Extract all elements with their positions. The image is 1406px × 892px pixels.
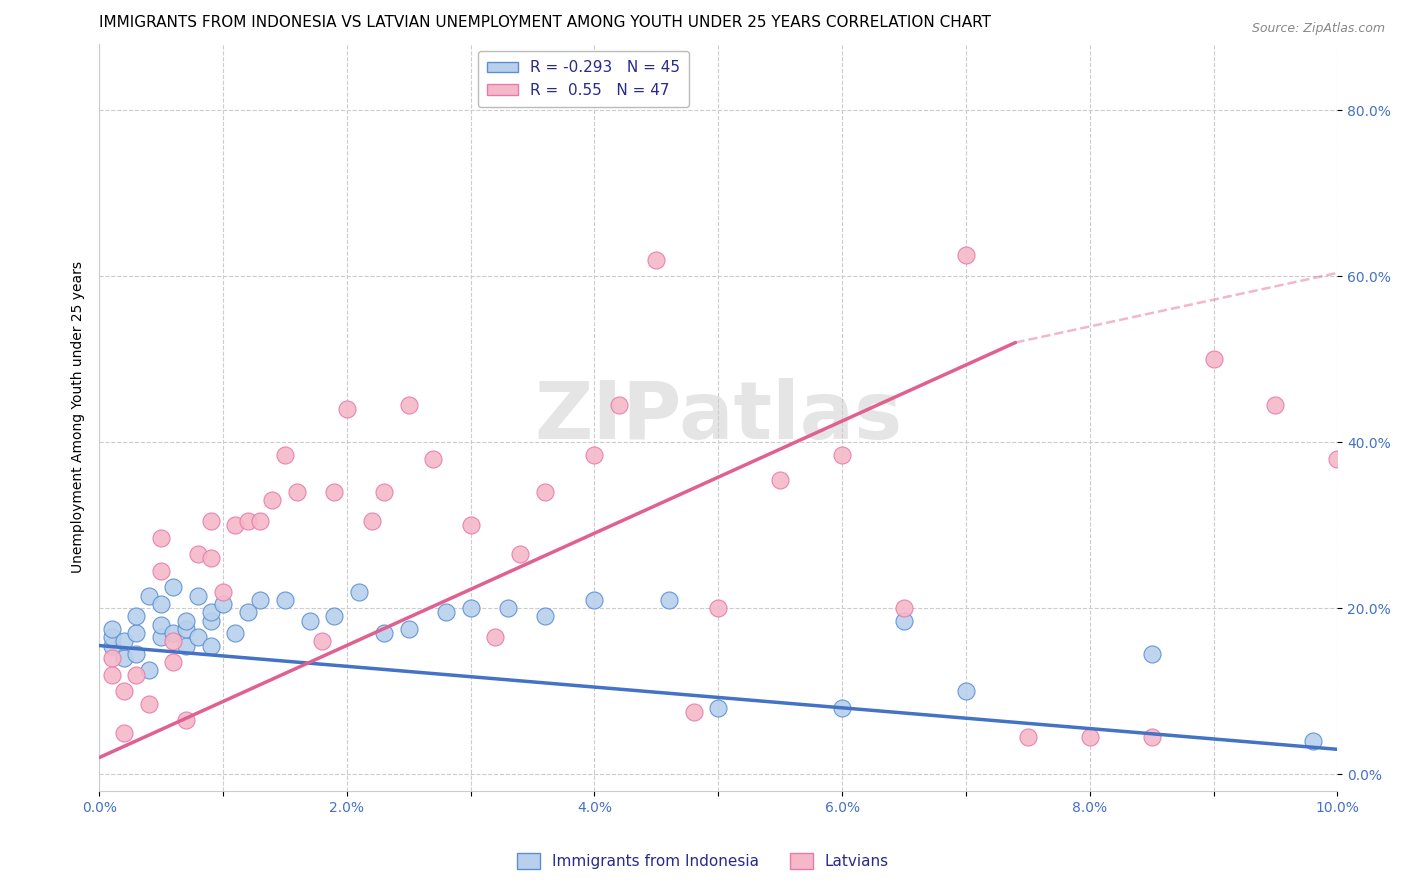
Point [893,614,915,628]
Point [323,485,346,500]
Point [150,617,173,632]
Point [831,701,853,715]
Point [236,605,259,619]
Point [150,564,173,578]
Point [200,614,222,628]
Point [100,651,122,665]
Point [100,667,122,681]
Point [125,626,148,640]
Text: IMMIGRANTS FROM INDONESIA VS LATVIAN UNEMPLOYMENT AMONG YOUTH UNDER 25 YEARS COR: IMMIGRANTS FROM INDONESIA VS LATVIAN UNE… [100,15,991,30]
Point [534,609,557,624]
Text: Source: ZipAtlas.com: Source: ZipAtlas.com [1251,22,1385,36]
Point [298,614,321,628]
Point [200,605,222,619]
Point [460,601,482,615]
Point [262,493,284,508]
Point [583,593,606,607]
Point [174,713,197,727]
Legend: Immigrants from Indonesia, Latvians: Immigrants from Indonesia, Latvians [510,847,896,875]
Legend: R = -0.293   N = 45, R =  0.55   N = 47: R = -0.293 N = 45, R = 0.55 N = 47 [478,52,689,107]
Point [955,684,977,698]
Point [658,593,681,607]
Point [1264,398,1286,412]
Point [496,601,519,615]
Point [460,518,482,533]
Point [434,605,457,619]
Point [831,448,853,462]
Point [336,401,359,416]
Point [200,551,222,566]
Point [1017,730,1039,744]
Point [484,630,506,644]
Point [398,622,420,636]
Point [509,547,531,561]
Y-axis label: Unemployment Among Youth under 25 years: Unemployment Among Youth under 25 years [72,261,86,574]
Point [311,634,333,648]
Point [682,705,704,719]
Point [224,626,246,640]
Point [323,609,346,624]
Point [645,252,668,267]
Point [373,626,395,640]
Point [112,651,135,665]
Point [347,584,370,599]
Point [150,597,173,611]
Point [236,514,259,528]
Point [138,664,160,678]
Point [249,593,271,607]
Point [174,614,197,628]
Point [138,589,160,603]
Point [224,518,246,533]
Point [200,639,222,653]
Point [100,639,122,653]
Point [1140,647,1163,661]
Point [373,485,395,500]
Point [112,684,135,698]
Point [174,639,197,653]
Point [174,622,197,636]
Point [112,725,135,739]
Point [707,701,730,715]
Point [1078,730,1101,744]
Point [125,609,148,624]
Point [162,626,184,640]
Point [212,597,235,611]
Point [893,601,915,615]
Point [100,622,122,636]
Point [187,547,209,561]
Point [212,584,235,599]
Point [187,589,209,603]
Point [769,473,792,487]
Point [125,667,148,681]
Point [274,593,297,607]
Point [150,531,173,545]
Point [162,634,184,648]
Text: ZIPatlas: ZIPatlas [534,378,903,456]
Point [1326,451,1348,466]
Point [200,514,222,528]
Point [422,451,444,466]
Point [398,398,420,412]
Point [583,448,606,462]
Point [162,581,184,595]
Point [162,655,184,669]
Point [1140,730,1163,744]
Point [360,514,382,528]
Point [1202,352,1225,367]
Point [955,248,977,262]
Point [100,630,122,644]
Point [112,634,135,648]
Point [274,448,297,462]
Point [187,630,209,644]
Point [607,398,630,412]
Point [125,647,148,661]
Point [1302,734,1324,748]
Point [707,601,730,615]
Point [534,485,557,500]
Point [138,697,160,711]
Point [285,485,308,500]
Point [249,514,271,528]
Point [150,630,173,644]
